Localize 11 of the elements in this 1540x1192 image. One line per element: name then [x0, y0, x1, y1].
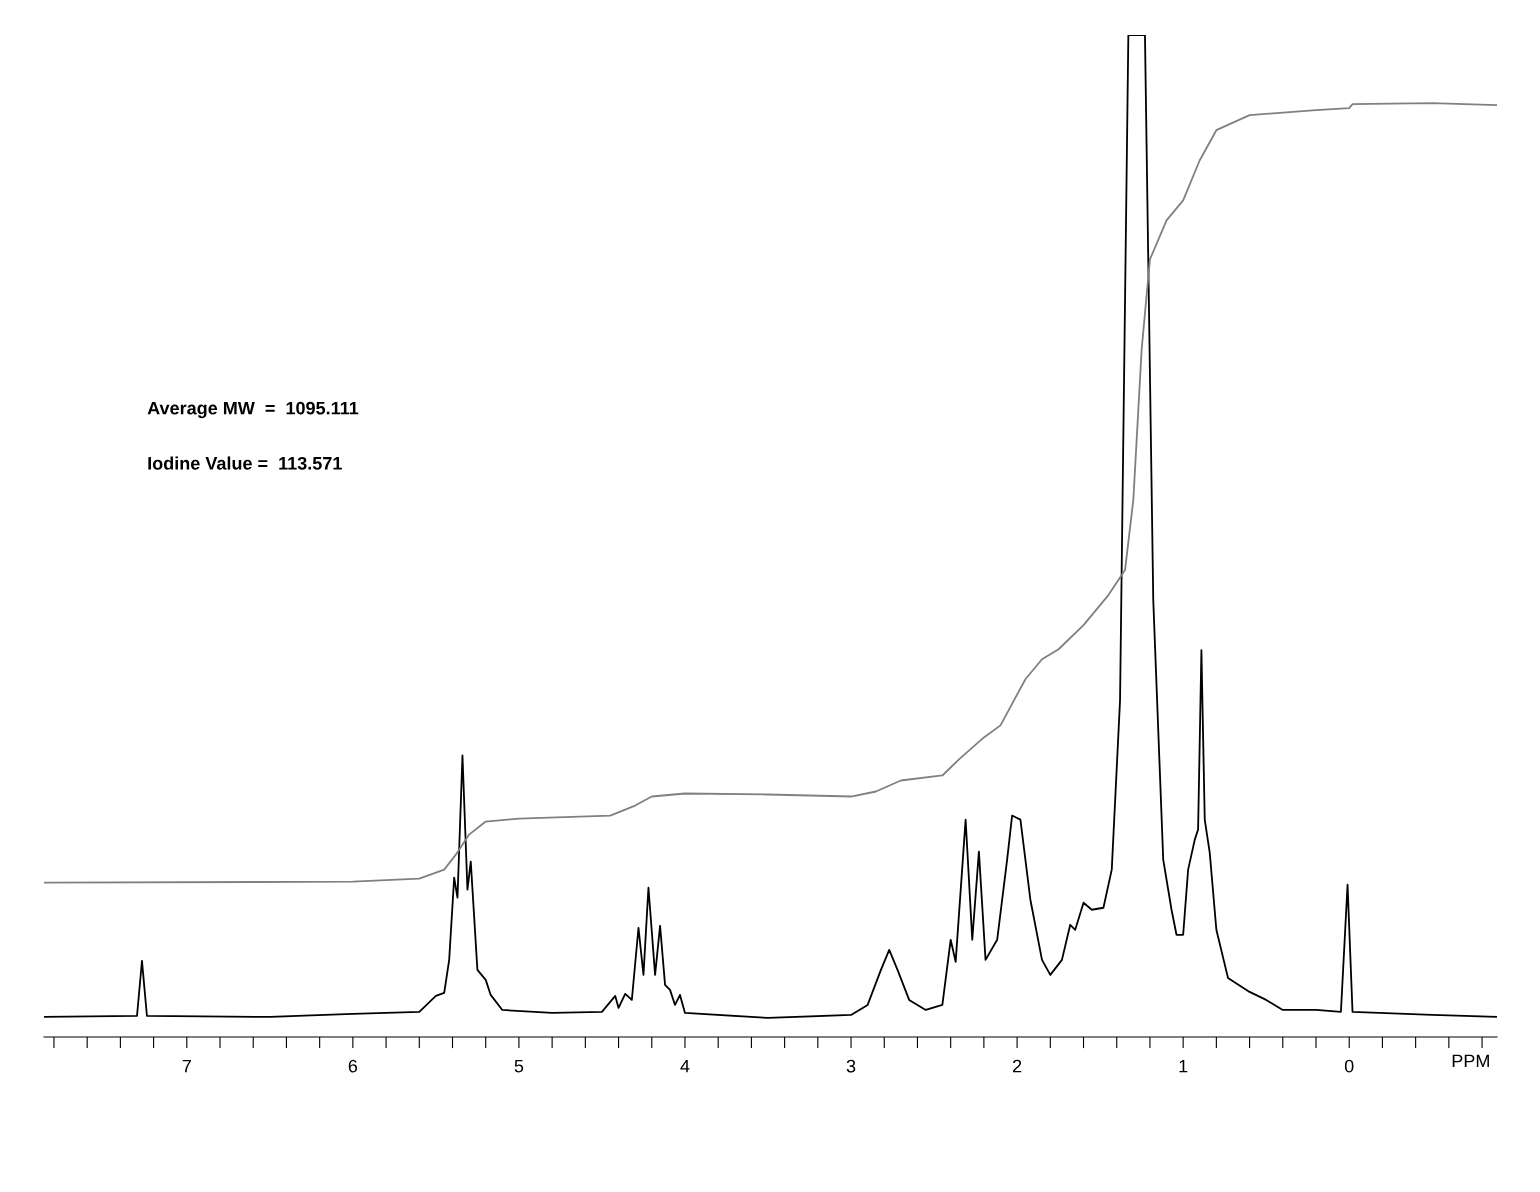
x-axis-title: PPM	[1452, 1054, 1489, 1068]
x-tick-label: 7	[182, 1059, 191, 1073]
x-tick-label: 4	[680, 1059, 690, 1073]
x-tick-label: 5	[514, 1059, 524, 1073]
x-tick-label: 0	[1344, 1059, 1354, 1073]
x-tick-label: 1	[1179, 1059, 1188, 1073]
x-tick-label: 2	[1012, 1059, 1022, 1073]
annotation: Iodine Value = 113.571	[148, 456, 342, 470]
x-tick-label: 3	[846, 1059, 856, 1073]
annotation: Average MW = 1095.111	[147, 401, 359, 419]
x-tick-label: 6	[348, 1059, 358, 1073]
